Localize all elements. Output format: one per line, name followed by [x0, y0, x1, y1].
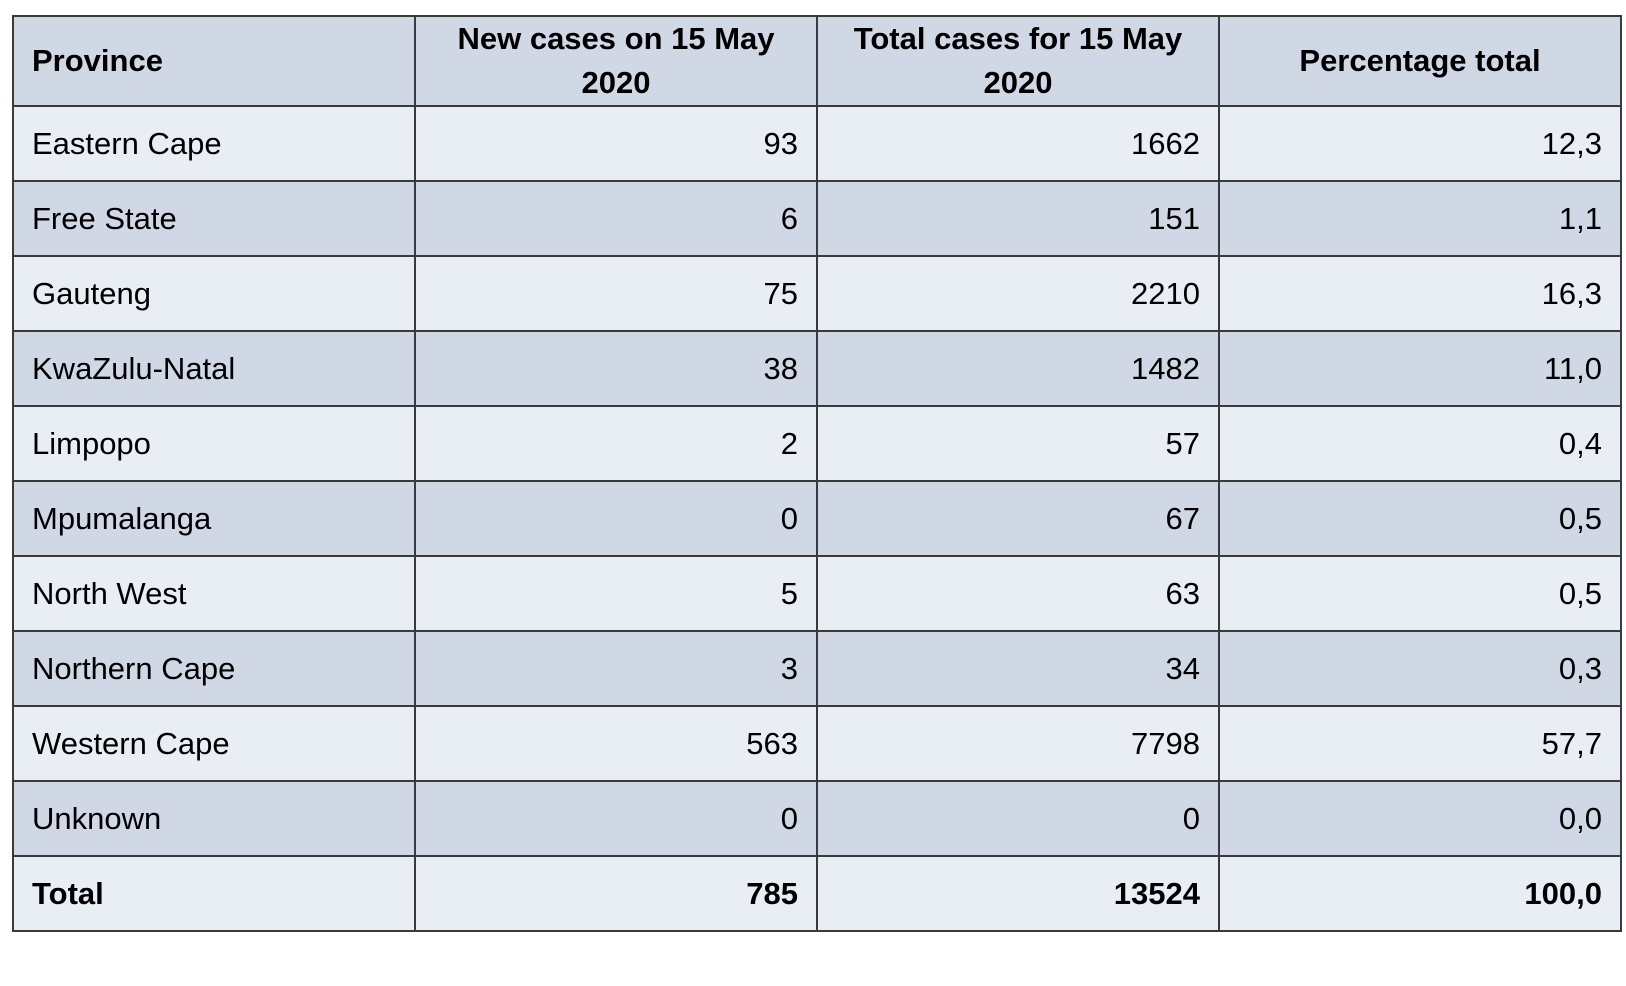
percentage-cell: 57,7	[1218, 705, 1622, 782]
new-cases-cell: 38	[414, 330, 818, 407]
province-cell: Limpopo	[12, 405, 416, 482]
total-cases-cell: 0	[816, 780, 1220, 857]
table-row: Northern Cape 3 34 0,3	[12, 630, 1622, 707]
table-header: Province New cases on 15 May 2020 Total …	[12, 15, 1622, 107]
percentage-cell: 1,1	[1218, 180, 1622, 257]
table-row: Eastern Cape 93 1662 12,3	[12, 105, 1622, 182]
header-row: Province New cases on 15 May 2020 Total …	[12, 15, 1622, 107]
percentage-cell: 0,5	[1218, 480, 1622, 557]
total-cases-cell: 57	[816, 405, 1220, 482]
table-row: Mpumalanga 0 67 0,5	[12, 480, 1622, 557]
province-cell: Eastern Cape	[12, 105, 416, 182]
total-cases-cell: 151	[816, 180, 1220, 257]
header-province: Province	[12, 15, 416, 107]
total-cases-cell: 1662	[816, 105, 1220, 182]
table-row: KwaZulu-Natal 38 1482 11,0	[12, 330, 1622, 407]
province-cell: Unknown	[12, 780, 416, 857]
province-cell: Free State	[12, 180, 416, 257]
province-cell: Gauteng	[12, 255, 416, 332]
new-cases-cell: 3	[414, 630, 818, 707]
table-row: Free State 6 151 1,1	[12, 180, 1622, 257]
new-cases-cell: 93	[414, 105, 818, 182]
total-cases-cell: 7798	[816, 705, 1220, 782]
percentage-cell: 0,0	[1218, 780, 1622, 857]
new-cases-cell: 5	[414, 555, 818, 632]
total-cases-cell: 2210	[816, 255, 1220, 332]
total-cases-cell: 67	[816, 480, 1220, 557]
total-row: Total 785 13524 100,0	[12, 855, 1622, 932]
header-new-cases: New cases on 15 May 2020	[414, 15, 818, 107]
total-total-cases-cell: 13524	[816, 855, 1220, 932]
table-row: Western Cape 563 7798 57,7	[12, 705, 1622, 782]
cases-table-container: Province New cases on 15 May 2020 Total …	[12, 15, 1622, 932]
province-cell: KwaZulu-Natal	[12, 330, 416, 407]
total-label-cell: Total	[12, 855, 416, 932]
new-cases-cell: 563	[414, 705, 818, 782]
table-row: Unknown 0 0 0,0	[12, 780, 1622, 857]
percentage-cell: 0,5	[1218, 555, 1622, 632]
total-percentage-cell: 100,0	[1218, 855, 1622, 932]
percentage-cell: 16,3	[1218, 255, 1622, 332]
province-cell: North West	[12, 555, 416, 632]
percentage-cell: 0,3	[1218, 630, 1622, 707]
province-cell: Northern Cape	[12, 630, 416, 707]
new-cases-cell: 2	[414, 405, 818, 482]
province-cell: Mpumalanga	[12, 480, 416, 557]
header-total-cases: Total cases for 15 May 2020	[816, 15, 1220, 107]
header-percentage: Percentage total	[1218, 15, 1622, 107]
percentage-cell: 12,3	[1218, 105, 1622, 182]
table-row: North West 5 63 0,5	[12, 555, 1622, 632]
new-cases-cell: 0	[414, 480, 818, 557]
percentage-cell: 11,0	[1218, 330, 1622, 407]
new-cases-cell: 6	[414, 180, 818, 257]
new-cases-cell: 75	[414, 255, 818, 332]
cases-table: Province New cases on 15 May 2020 Total …	[12, 15, 1622, 932]
total-cases-cell: 1482	[816, 330, 1220, 407]
table-row: Limpopo 2 57 0,4	[12, 405, 1622, 482]
table-row: Gauteng 75 2210 16,3	[12, 255, 1622, 332]
total-new-cases-cell: 785	[414, 855, 818, 932]
total-cases-cell: 34	[816, 630, 1220, 707]
percentage-cell: 0,4	[1218, 405, 1622, 482]
new-cases-cell: 0	[414, 780, 818, 857]
total-cases-cell: 63	[816, 555, 1220, 632]
table-body: Eastern Cape 93 1662 12,3 Free State 6 1…	[12, 105, 1622, 932]
province-cell: Western Cape	[12, 705, 416, 782]
